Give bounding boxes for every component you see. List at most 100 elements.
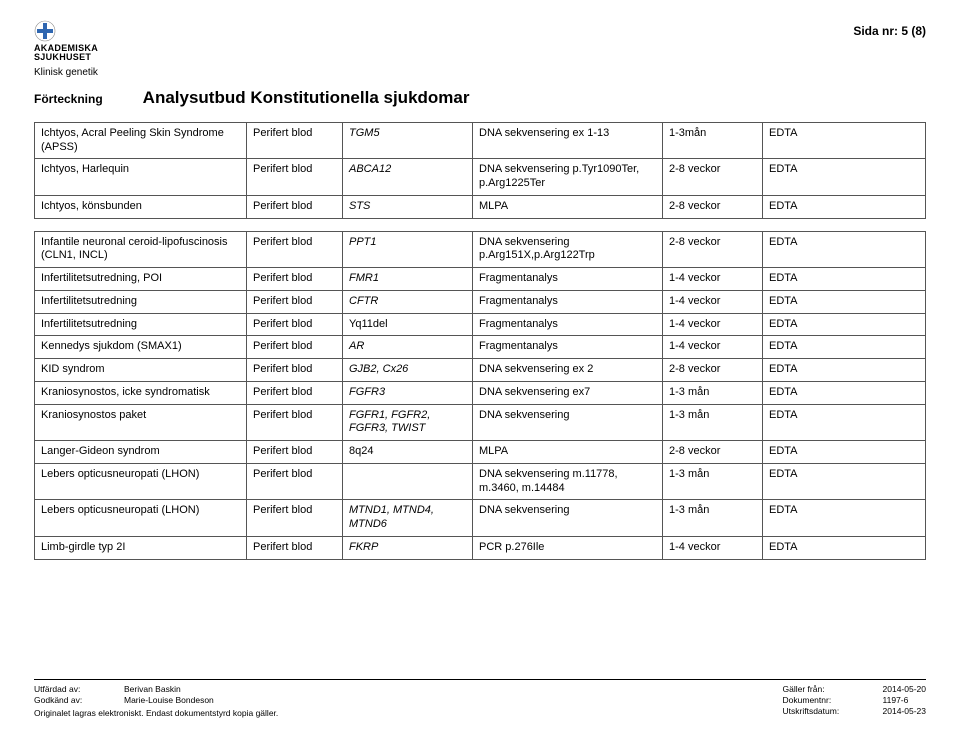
table-cell: 2-8 veckor [663, 231, 763, 268]
table-cell: CFTR [343, 290, 473, 313]
table-cell: Perifert blod [247, 231, 343, 268]
page-footer: Utfärdad av: Berivan Baskin Godkänd av: Mar… [34, 679, 926, 718]
table-cell: Perifert blod [247, 381, 343, 404]
table-cell: MLPA [473, 195, 663, 218]
table-cell: Fragmentanalys [473, 290, 663, 313]
table-cell: Perifert blod [247, 404, 343, 441]
table-cell: Ichtyos, könsbunden [35, 195, 247, 218]
footer-label: Dokumentnr: [783, 695, 873, 705]
table-row: Langer-Gideon syndromPerifert blod8q24ML… [35, 441, 926, 464]
department-name: Klinisk genetik [34, 67, 98, 78]
table-cell: Perifert blod [247, 122, 343, 159]
table-cell: EDTA [763, 122, 926, 159]
table-cell: 1-4 veckor [663, 536, 763, 559]
table-cell: Perifert blod [247, 336, 343, 359]
table-cell: EDTA [763, 159, 926, 196]
table-cell: 2-8 veckor [663, 159, 763, 196]
table-cell: Perifert blod [247, 268, 343, 291]
table-cell: 2-8 veckor [663, 359, 763, 382]
footer-value: 1197-6 [883, 695, 909, 705]
table-cell: Fragmentanalys [473, 336, 663, 359]
table-cell: DNA sekvensering p.Arg151X,p.Arg122Trp [473, 231, 663, 268]
table-cell: FMR1 [343, 268, 473, 291]
table-cell: 1-4 veckor [663, 290, 763, 313]
table-cell: FGFR3 [343, 381, 473, 404]
table-cell: EDTA [763, 404, 926, 441]
table-cell: PPT1 [343, 231, 473, 268]
table-row: InfertilitetsutredningPerifert blodCFTRF… [35, 290, 926, 313]
footer-label: Gäller från: [783, 684, 873, 694]
table-cell: 1-4 veckor [663, 336, 763, 359]
footer-label: Utfärdad av: [34, 684, 114, 694]
footer-value: Berivan Baskin [124, 684, 181, 694]
table-cell: FKRP [343, 536, 473, 559]
table-cell: Fragmentanalys [473, 268, 663, 291]
table-cell: 1-3mån [663, 122, 763, 159]
table-cell: DNA sekvensering [473, 500, 663, 537]
table-cell: EDTA [763, 268, 926, 291]
table-cell: Lebers opticusneuropati (LHON) [35, 463, 247, 500]
footer-right-row: Gäller från:2014-05-20 [783, 684, 926, 694]
org-name-line2: SJUKHUSET [34, 53, 91, 62]
analyses-table-b: Infantile neuronal ceroid-lipofuscinosis… [34, 231, 926, 560]
table-cell: KID syndrom [35, 359, 247, 382]
table-cell: EDTA [763, 336, 926, 359]
table-row: Infertilitetsutredning, POIPerifert blod… [35, 268, 926, 291]
table-cell: Limb-girdle typ 2I [35, 536, 247, 559]
footer-label: Utskriftsdatum: [783, 706, 873, 716]
table-cell: 8q24 [343, 441, 473, 464]
table-row: Ichtyos, Acral Peeling Skin Syndrome (AP… [35, 122, 926, 159]
table-cell [343, 463, 473, 500]
table-row: KID syndromPerifert blodGJB2, Cx26DNA se… [35, 359, 926, 382]
table-cell: EDTA [763, 195, 926, 218]
footer-value: Marie-Louise Bondeson [124, 695, 214, 705]
table-cell: 1-3 mån [663, 500, 763, 537]
table-cell: 1-3 mån [663, 463, 763, 500]
table-row: Ichtyos, HarlequinPerifert blodABCA12DNA… [35, 159, 926, 196]
table-cell: EDTA [763, 381, 926, 404]
table-row: Lebers opticusneuropati (LHON)Perifert b… [35, 463, 926, 500]
table-cell: Perifert blod [247, 195, 343, 218]
doc-type-label: Förteckning [34, 92, 103, 106]
table-cell: Perifert blod [247, 290, 343, 313]
footer-value: 2014-05-23 [883, 706, 926, 716]
table-cell: 1-4 veckor [663, 268, 763, 291]
table-cell: Perifert blod [247, 359, 343, 382]
org-logo-block: AKADEMISKA SJUKHUSET Klinisk genetik [34, 20, 98, 78]
table-cell: DNA sekvensering p.Tyr1090Ter, p.Arg1225… [473, 159, 663, 196]
page-number: Sida nr: 5 (8) [853, 20, 926, 38]
table-row: Limb-girdle typ 2IPerifert blodFKRPPCR p… [35, 536, 926, 559]
table-cell: Yq11del [343, 313, 473, 336]
table-cell: DNA sekvensering ex7 [473, 381, 663, 404]
footer-label: Godkänd av: [34, 695, 114, 705]
table-cell: Perifert blod [247, 441, 343, 464]
table-cell: DNA sekvensering ex 1-13 [473, 122, 663, 159]
table-cell: EDTA [763, 313, 926, 336]
table-cell: 1-3 mån [663, 404, 763, 441]
cross-icon [34, 20, 56, 42]
table-cell: DNA sekvensering m.11778, m.3460, m.1448… [473, 463, 663, 500]
analyses-table-a: Ichtyos, Acral Peeling Skin Syndrome (AP… [34, 122, 926, 219]
footer-note: Originalet lagras elektroniskt. Endast d… [34, 708, 278, 718]
table-cell: Infantile neuronal ceroid-lipofuscinosis… [35, 231, 247, 268]
table-cell: Perifert blod [247, 463, 343, 500]
table-cell: PCR p.276Ile [473, 536, 663, 559]
table-cell: MLPA [473, 441, 663, 464]
table-cell: Lebers opticusneuropati (LHON) [35, 500, 247, 537]
table-cell: DNA sekvensering [473, 404, 663, 441]
table-row: Ichtyos, könsbundenPerifert blodSTSMLPA2… [35, 195, 926, 218]
table-cell: 1-3 mån [663, 381, 763, 404]
table-cell: Perifert blod [247, 500, 343, 537]
table-cell: TGM5 [343, 122, 473, 159]
table-row: Kennedys sjukdom (SMAX1)Perifert blodARF… [35, 336, 926, 359]
table-cell: Infertilitetsutredning [35, 313, 247, 336]
table-cell: EDTA [763, 463, 926, 500]
table-cell: DNA sekvensering ex 2 [473, 359, 663, 382]
table-cell: EDTA [763, 359, 926, 382]
table-cell: Kennedys sjukdom (SMAX1) [35, 336, 247, 359]
table-cell: FGFR1, FGFR2, FGFR3, TWIST [343, 404, 473, 441]
table-cell: Ichtyos, Harlequin [35, 159, 247, 196]
table-row: Lebers opticusneuropati (LHON)Perifert b… [35, 500, 926, 537]
footer-left-row: Godkänd av: Marie-Louise Bondeson [34, 695, 278, 705]
table-cell: MTND1, MTND4, MTND6 [343, 500, 473, 537]
